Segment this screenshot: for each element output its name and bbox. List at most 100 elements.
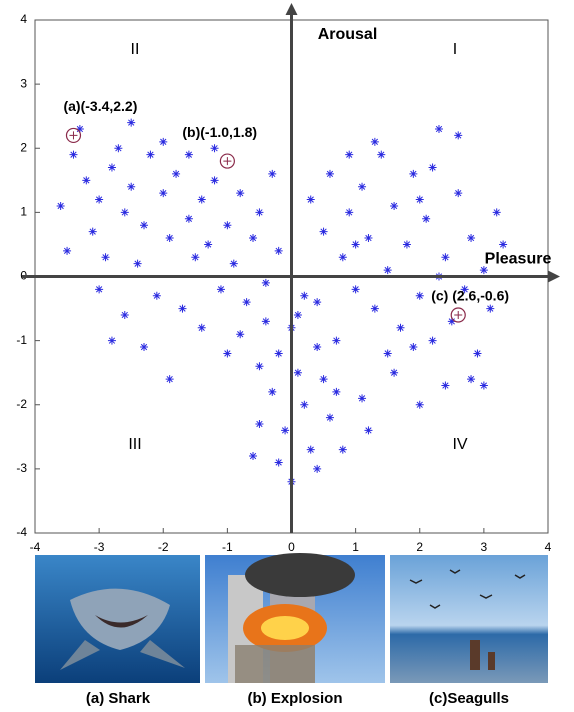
x-tick-label: 3: [481, 540, 488, 554]
point: [390, 369, 398, 377]
point: [467, 234, 475, 242]
point: [409, 343, 417, 351]
y-tick-label: -2: [16, 397, 27, 411]
point: [294, 369, 302, 377]
point: [371, 138, 379, 146]
x-tick-label: -1: [222, 540, 233, 554]
point: [320, 228, 328, 236]
x-tick-label: 1: [352, 540, 359, 554]
point: [114, 144, 122, 152]
point: [345, 208, 353, 216]
point: [275, 458, 283, 466]
x-tick-label: -3: [94, 540, 105, 554]
point: [473, 349, 481, 357]
point: [166, 375, 174, 383]
point: [57, 202, 65, 210]
annotation: (b)(-1.0,1.8): [182, 124, 257, 140]
point: [95, 196, 103, 204]
point: [313, 343, 321, 351]
point: [198, 324, 206, 332]
point: [268, 388, 276, 396]
point: [95, 285, 103, 293]
y-tick-label: 4: [20, 12, 27, 26]
point: [146, 151, 154, 159]
point: [153, 292, 161, 300]
point: [191, 253, 199, 261]
highlight-cross: [69, 131, 77, 139]
image-caption: (a) Shark: [86, 690, 151, 707]
point: [364, 426, 372, 434]
point: [403, 240, 411, 248]
x-axis-label: Pleasure: [485, 251, 552, 268]
point: [339, 446, 347, 454]
point: [159, 138, 167, 146]
point: [332, 337, 340, 345]
point: [320, 375, 328, 383]
chart: -4-3-2-101234-4-3-2-101234PleasureArousa…: [0, 0, 574, 712]
point: [352, 240, 360, 248]
y-tick-label: 3: [20, 76, 27, 90]
point: [275, 247, 283, 255]
point: [249, 234, 257, 242]
image-explosion: [205, 553, 385, 683]
quadrant-label: I: [453, 41, 457, 58]
point: [236, 330, 244, 338]
point: [480, 382, 488, 390]
point: [409, 170, 417, 178]
point: [178, 305, 186, 313]
point: [384, 349, 392, 357]
point: [281, 426, 289, 434]
point: [326, 414, 334, 422]
x-tick-label: 0: [288, 540, 295, 554]
highlight-cross: [454, 311, 462, 319]
x-axis-arrow: [548, 271, 560, 283]
point: [326, 170, 334, 178]
point: [268, 170, 276, 178]
point: [345, 151, 353, 159]
point: [429, 337, 437, 345]
point: [102, 253, 110, 261]
point: [294, 311, 302, 319]
point: [307, 446, 315, 454]
point: [172, 170, 180, 178]
point: [63, 247, 71, 255]
annotation: (c) (2.6,-0.6): [431, 288, 509, 304]
image-caption: (c)Seagulls: [429, 690, 509, 707]
point: [140, 343, 148, 351]
point: [217, 285, 225, 293]
point: [121, 208, 129, 216]
x-tick-label: -2: [158, 540, 169, 554]
point: [377, 151, 385, 159]
point: [249, 452, 257, 460]
point: [69, 151, 77, 159]
point: [364, 234, 372, 242]
point: [429, 163, 437, 171]
point: [422, 215, 430, 223]
image-seagulls: [390, 555, 548, 683]
point: [397, 324, 405, 332]
point: [416, 401, 424, 409]
point: [134, 260, 142, 268]
point: [185, 151, 193, 159]
point: [243, 298, 251, 306]
point: [390, 202, 398, 210]
quadrant-label: III: [128, 436, 141, 453]
image-shark: [35, 555, 200, 683]
point: [255, 420, 263, 428]
y-tick-label: -3: [16, 461, 27, 475]
x-tick-label: 2: [416, 540, 423, 554]
point: [121, 311, 129, 319]
point: [223, 349, 231, 357]
point: [313, 465, 321, 473]
point: [493, 208, 501, 216]
figure: -4-3-2-101234-4-3-2-101234PleasureArousa…: [0, 0, 574, 712]
y-tick-label: 2: [20, 140, 27, 154]
point: [262, 317, 270, 325]
point: [332, 388, 340, 396]
point: [416, 196, 424, 204]
point: [198, 196, 206, 204]
point: [371, 305, 379, 313]
y-axis-arrow: [286, 3, 298, 15]
quadrant-label: IV: [452, 436, 467, 453]
annotation: (a)(-3.4,2.2): [63, 98, 137, 114]
